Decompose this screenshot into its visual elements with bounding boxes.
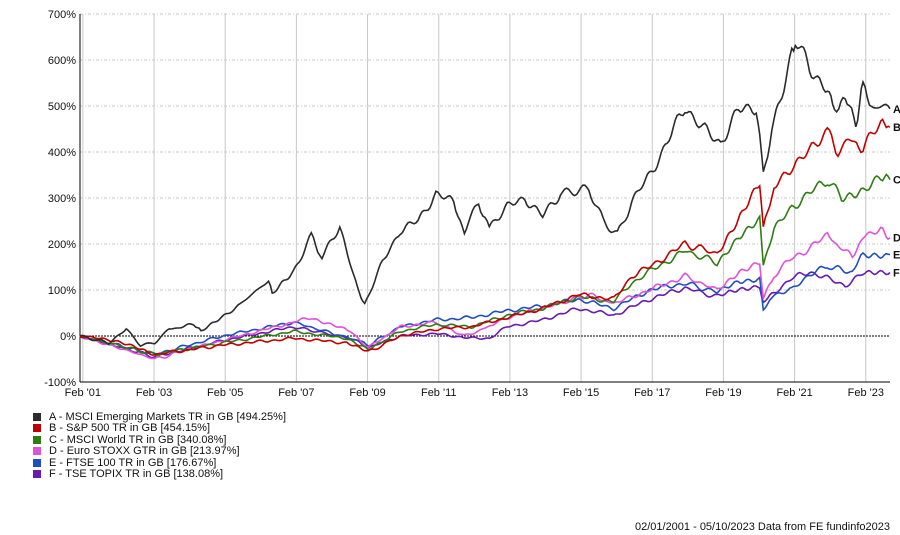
x-tick-label: Feb '05 [207,387,243,399]
legend-label: C - MSCI World TR in GB [340.08%] [49,433,227,446]
x-tick-label: Feb '23 [848,387,884,399]
y-tick-label: 0% [60,331,76,343]
chart-legend: A - MSCI Emerging Markets TR in GB [494.… [33,411,286,480]
legend-swatch [33,424,41,433]
x-tick-label: Feb '11 [421,387,457,399]
y-tick-label: 300% [48,193,76,205]
legend-item-f: F - TSE TOPIX TR in GB [138.08%] [33,468,286,481]
legend-item-e: E - FTSE 100 TR in GB [176.67%] [33,457,286,469]
legend-swatch [33,470,41,479]
series-end-label: C [893,175,900,187]
series-end-label: E [893,250,900,262]
legend-swatch [33,435,41,444]
series-line-e [79,251,891,355]
legend-swatch [33,412,41,421]
legend-label: F - TSE TOPIX TR in GB [138.08%] [49,468,224,481]
y-tick-label: 200% [48,239,76,251]
x-tick-label: Feb '09 [349,387,385,399]
y-tick-label: 700% [48,9,76,21]
legend-label: D - Euro STOXX GTR in GB [213.97%] [49,445,240,458]
legend-label: E - FTSE 100 TR in GB [176.67%] [49,456,217,469]
y-tick-label: 400% [48,147,76,159]
legend-label: A - MSCI Emerging Markets TR in GB [494.… [49,410,286,423]
x-tick-label: Feb '01 [65,387,101,399]
x-tick-label: Feb '03 [136,387,172,399]
x-tick-label: Feb '21 [776,387,812,399]
y-tick-label: 100% [48,285,76,297]
y-tick-label: -100% [44,377,76,389]
legend-item-c: C - MSCI World TR in GB [340.08%] [33,434,286,446]
performance-line-chart: -100% 0% 100% 200% 300% 400% 500% 600% 700% Feb '… [44,9,900,399]
x-tick-label: Feb '17 [634,387,670,399]
legend-item-a: A - MSCI Emerging Markets TR in GB [494.… [33,411,286,423]
legend-label: B - S&P 500 TR in GB [454.15%] [49,422,211,435]
legend-swatch [33,458,41,467]
legend-item-d: D - Euro STOXX GTR in GB [213.97%] [33,445,286,458]
x-tick-label: Feb '07 [278,387,314,399]
series-end-label: D [893,233,900,245]
series-end-label: F [893,268,900,280]
series-line-b [79,118,891,356]
x-tick-label: Feb '15 [563,387,599,399]
legend-item-b: B - S&P 500 TR in GB [454.15%] [33,422,286,435]
y-tick-label: 600% [48,55,76,67]
series-line-d [79,226,891,360]
y-tick-label: 500% [48,101,76,113]
series-line-a [79,43,891,348]
series-end-label: B [893,122,900,134]
series-end-label: A [893,104,900,116]
data-source-footer: 02/01/2001 - 05/10/2023 Data from FE fun… [634,521,890,533]
x-tick-label: Feb '19 [705,387,741,399]
legend-swatch [33,447,41,456]
series-line-f [79,269,891,359]
x-tick-label: Feb '13 [492,387,528,399]
